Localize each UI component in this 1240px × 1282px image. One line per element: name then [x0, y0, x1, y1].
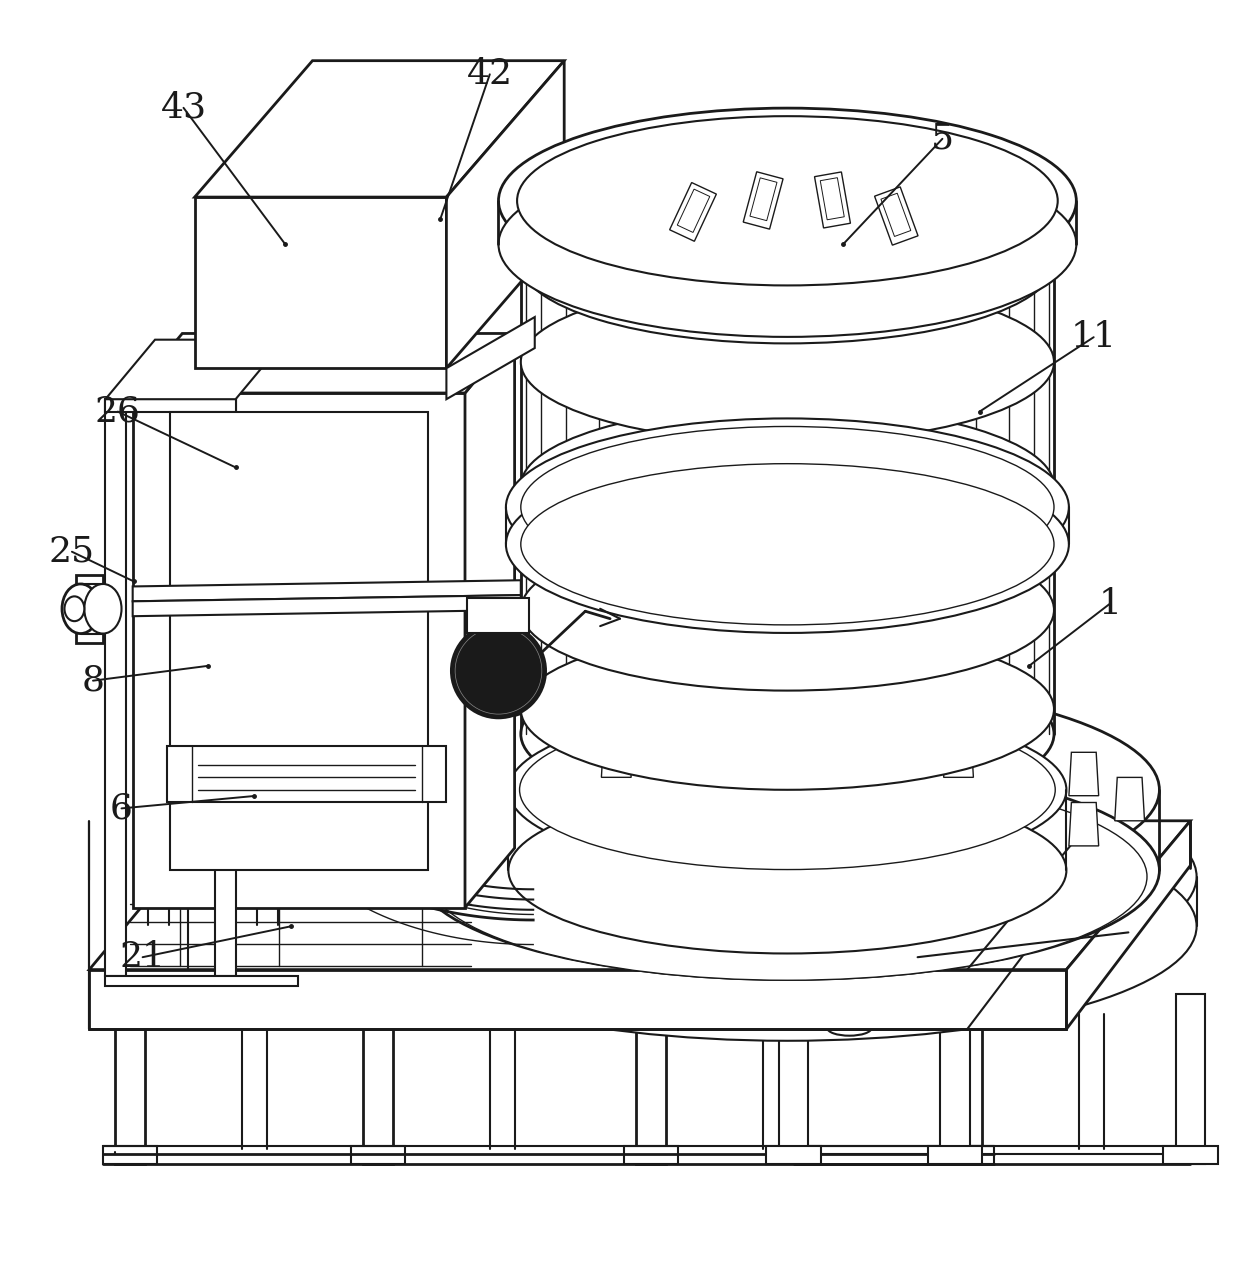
Polygon shape [521, 238, 1054, 735]
Polygon shape [170, 412, 428, 870]
Circle shape [451, 623, 546, 718]
Polygon shape [167, 746, 446, 803]
Ellipse shape [521, 282, 1054, 442]
Polygon shape [446, 317, 534, 399]
Ellipse shape [521, 427, 1054, 587]
Polygon shape [1163, 1146, 1218, 1164]
Polygon shape [766, 1146, 821, 1164]
Polygon shape [133, 581, 521, 601]
Polygon shape [105, 976, 298, 986]
Polygon shape [115, 1029, 145, 1164]
Polygon shape [815, 172, 851, 228]
Ellipse shape [521, 529, 1054, 691]
Polygon shape [105, 340, 285, 399]
Polygon shape [465, 333, 515, 908]
Ellipse shape [498, 151, 1076, 337]
Polygon shape [624, 1146, 678, 1164]
Ellipse shape [520, 710, 1055, 869]
Ellipse shape [521, 464, 1054, 624]
Polygon shape [195, 60, 564, 197]
Polygon shape [743, 172, 782, 229]
Text: 42: 42 [466, 58, 513, 91]
Polygon shape [1069, 803, 1099, 846]
Text: 5: 5 [931, 122, 954, 156]
Polygon shape [1176, 995, 1205, 1164]
Ellipse shape [521, 405, 1054, 567]
Text: 8: 8 [82, 664, 104, 697]
Ellipse shape [521, 654, 1054, 814]
Polygon shape [773, 727, 802, 770]
Polygon shape [89, 820, 1190, 969]
Polygon shape [928, 1146, 982, 1164]
Text: 25: 25 [48, 535, 95, 569]
Polygon shape [363, 1029, 393, 1164]
Ellipse shape [517, 117, 1058, 286]
Polygon shape [636, 1029, 666, 1164]
Ellipse shape [64, 596, 84, 622]
Polygon shape [670, 182, 717, 241]
Polygon shape [1066, 820, 1190, 1029]
Ellipse shape [415, 681, 1159, 899]
Polygon shape [89, 969, 1066, 1029]
Polygon shape [76, 574, 103, 642]
Polygon shape [601, 733, 631, 777]
Polygon shape [105, 399, 126, 976]
Polygon shape [944, 733, 973, 777]
Polygon shape [103, 1146, 157, 1164]
Ellipse shape [84, 585, 122, 633]
Ellipse shape [521, 158, 1054, 319]
Ellipse shape [827, 1020, 872, 1036]
Ellipse shape [521, 182, 1054, 344]
Text: 43: 43 [160, 91, 207, 124]
Polygon shape [940, 1146, 994, 1164]
Polygon shape [1115, 777, 1145, 820]
Text: 26: 26 [95, 395, 140, 428]
Ellipse shape [506, 418, 1069, 596]
Polygon shape [446, 60, 564, 368]
Text: 21: 21 [119, 940, 166, 974]
Ellipse shape [428, 773, 1147, 981]
Ellipse shape [415, 762, 1159, 979]
Ellipse shape [508, 787, 1066, 954]
Polygon shape [467, 599, 529, 633]
Polygon shape [195, 197, 446, 368]
Polygon shape [133, 595, 521, 617]
Ellipse shape [62, 585, 99, 633]
Ellipse shape [521, 628, 1054, 790]
Ellipse shape [378, 812, 1197, 1041]
Ellipse shape [506, 455, 1069, 633]
Polygon shape [351, 1146, 405, 1164]
Polygon shape [874, 187, 918, 245]
Ellipse shape [508, 706, 1066, 873]
Polygon shape [940, 995, 970, 1164]
Ellipse shape [378, 762, 1197, 991]
Ellipse shape [498, 108, 1076, 294]
Polygon shape [952, 1029, 982, 1164]
Ellipse shape [539, 172, 1035, 317]
Polygon shape [779, 995, 808, 1164]
Polygon shape [215, 399, 236, 976]
Polygon shape [105, 399, 236, 412]
Polygon shape [1069, 753, 1099, 796]
Text: 1: 1 [1099, 587, 1121, 620]
Polygon shape [133, 333, 515, 394]
Polygon shape [133, 394, 465, 908]
Ellipse shape [827, 920, 872, 936]
Text: 6: 6 [110, 791, 133, 826]
Text: 11: 11 [1070, 320, 1117, 354]
